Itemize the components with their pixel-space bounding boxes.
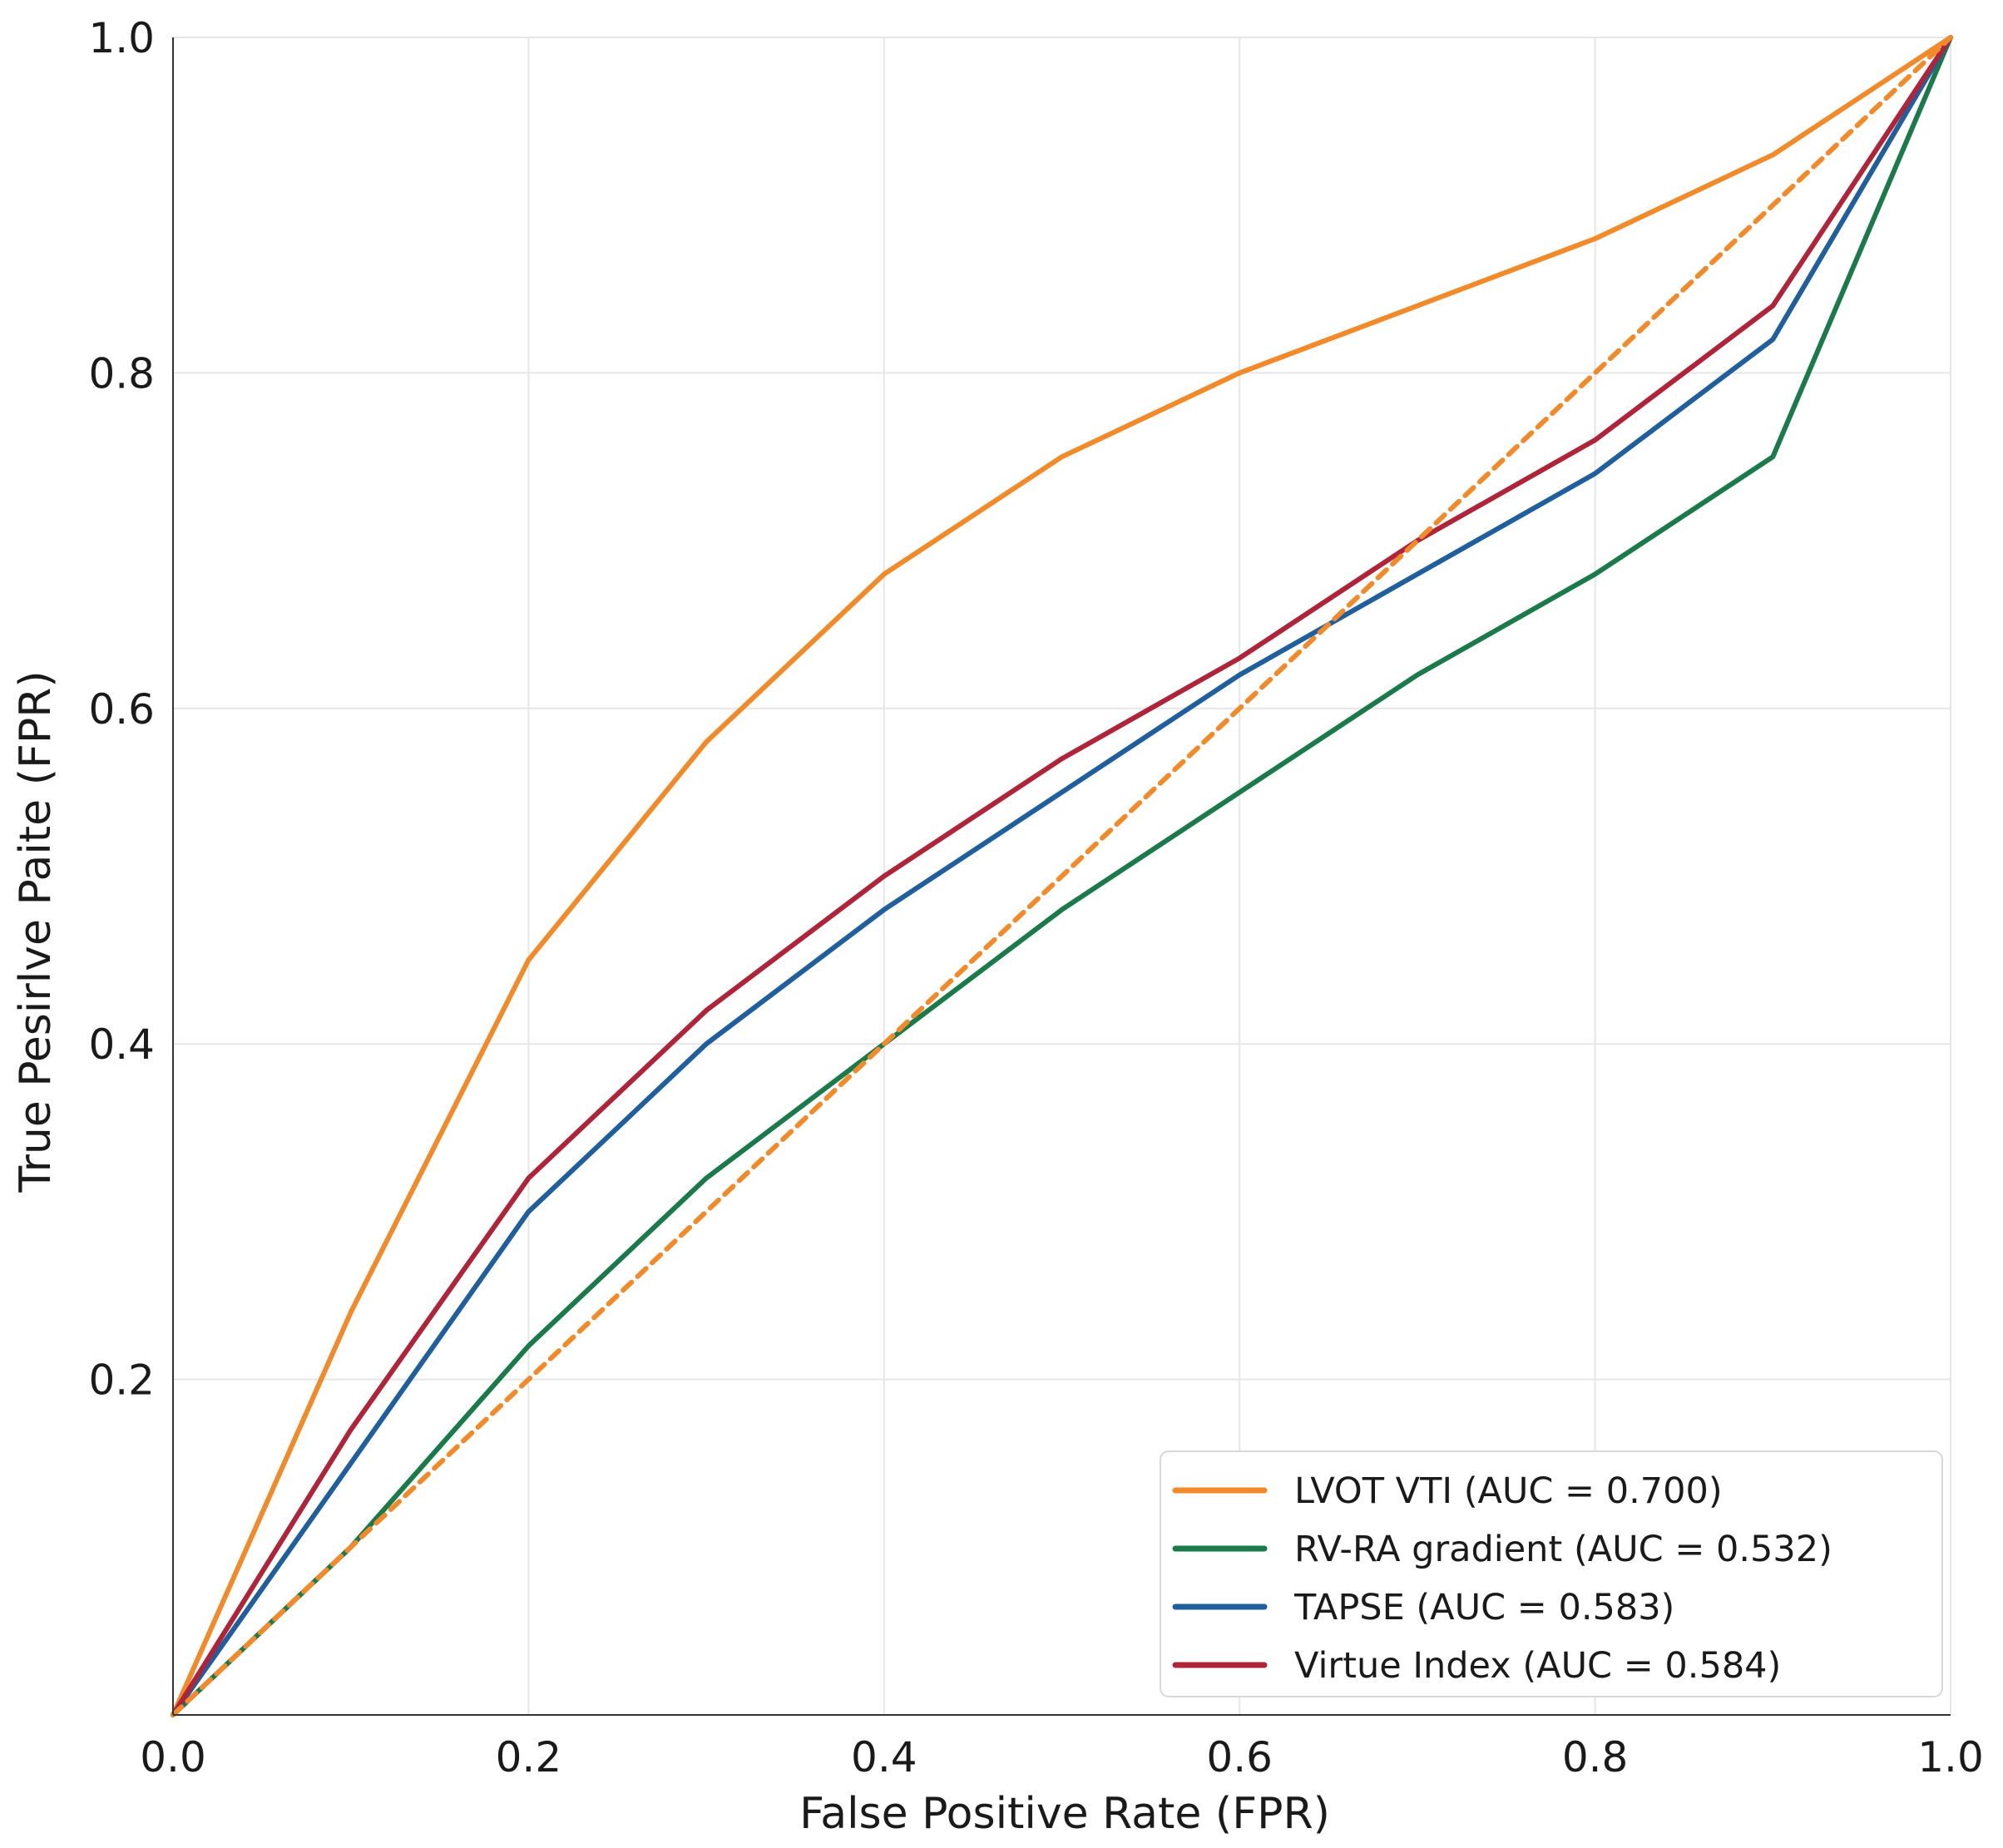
legend-label: RV-RA gradient (AUC = 0.532) (1294, 1529, 1832, 1570)
series-line-tapse (171, 35, 1953, 1717)
series-group (171, 35, 1953, 1717)
x-axis-label: False Positive Rate (FPR) (799, 1789, 1330, 1839)
y-tick-label: 0.4 (88, 1020, 155, 1069)
legend-label: LVOT VTI (AUC = 0.700) (1294, 1470, 1723, 1512)
y-tick-label: 0.2 (88, 1356, 155, 1405)
legend: LVOT VTI (AUC = 0.700) RV-RA gradient (AU… (1160, 1450, 1943, 1697)
y-tick-label: 0.6 (88, 685, 155, 734)
x-tick-label: 0.8 (1562, 1733, 1629, 1781)
x-tick-label: 0.2 (496, 1733, 562, 1781)
tick-labels: 0.0 0.2 0.4 0.6 0.8 1.0 0.2 0.4 0.6 0.8 1.0 (88, 14, 1983, 1781)
x-tick-label: 0.4 (851, 1733, 917, 1781)
legend-label: TAPSE (AUC = 0.583) (1293, 1587, 1674, 1628)
y-tick-label: 1.0 (88, 14, 155, 62)
reference-diagonal-line (171, 35, 1953, 1717)
x-tick-label: 0.0 (140, 1733, 206, 1781)
series-line-lvot-vti (171, 35, 1953, 1717)
legend-items: LVOT VTI (AUC = 0.700) RV-RA gradient (AU… (1172, 1470, 1832, 1687)
series-line-virtue-index (171, 35, 1953, 1717)
x-tick-label: 0.6 (1206, 1733, 1273, 1781)
y-axis-label: True Pesirlve Paite (FPR) (11, 670, 61, 1193)
x-tick-label: 1.0 (1917, 1733, 1984, 1781)
axes (172, 37, 1951, 1716)
legend-box (1160, 1450, 1943, 1697)
y-tick-label: 0.8 (88, 349, 155, 398)
series-line-rv-ra-gradient (171, 35, 1953, 1717)
legend-label: Virtue Index (AUC = 0.584) (1294, 1645, 1781, 1687)
